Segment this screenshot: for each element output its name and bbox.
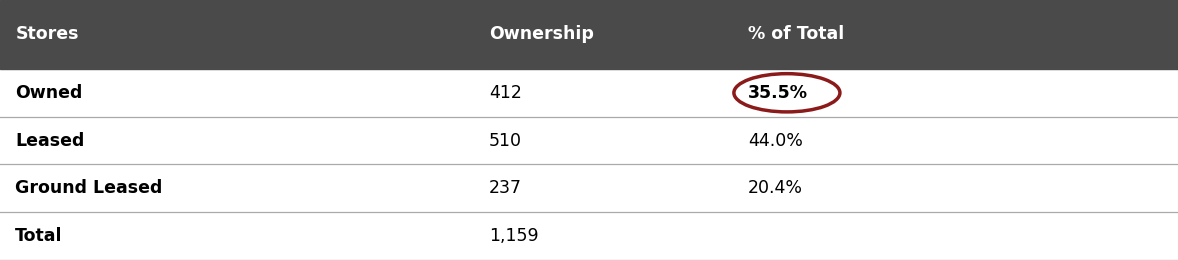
Text: 1,159: 1,159 bbox=[489, 227, 538, 245]
Text: 412: 412 bbox=[489, 84, 522, 102]
Text: 237: 237 bbox=[489, 179, 522, 197]
Text: 35.5%: 35.5% bbox=[748, 84, 808, 102]
Text: 44.0%: 44.0% bbox=[748, 132, 803, 150]
Text: Ownership: Ownership bbox=[489, 25, 594, 43]
Text: Stores: Stores bbox=[15, 25, 79, 43]
Text: 20.4%: 20.4% bbox=[748, 179, 803, 197]
Text: Ground Leased: Ground Leased bbox=[15, 179, 163, 197]
Bar bbox=[0, 0, 1178, 69]
Text: % of Total: % of Total bbox=[748, 25, 845, 43]
Text: Leased: Leased bbox=[15, 132, 85, 150]
Text: Total: Total bbox=[15, 227, 62, 245]
Text: Owned: Owned bbox=[15, 84, 82, 102]
Text: 510: 510 bbox=[489, 132, 522, 150]
